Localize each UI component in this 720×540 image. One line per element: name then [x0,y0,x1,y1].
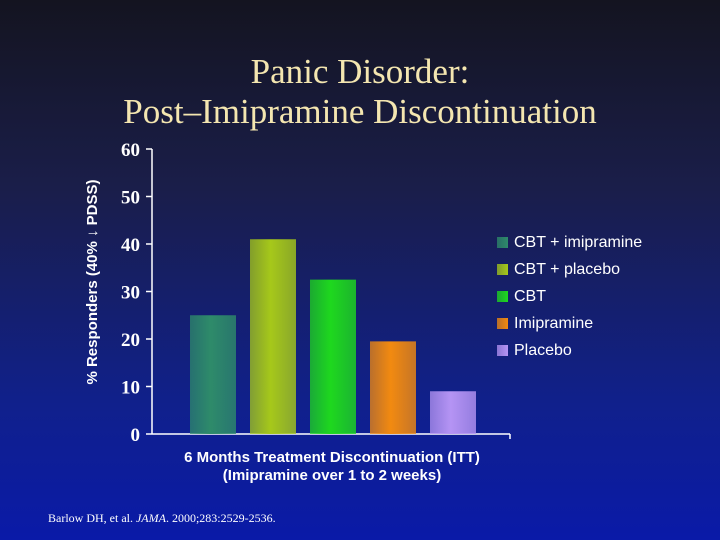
legend-item: CBT + placebo [497,256,642,283]
legend-item: Imipramine [497,310,642,337]
y-tick-label: 50 [121,188,140,209]
chart-axes: 0 10 20 30 40 50 60 [121,140,511,446]
y-tick-label: 20 [121,330,140,351]
legend-swatch [497,237,508,248]
y-tick-label: 30 [121,283,140,304]
y-tick-label: 60 [121,140,140,161]
title-line-2: Post–Imipramine Discontinuation [123,92,597,131]
legend-label: CBT [514,287,546,305]
legend-label: Placebo [514,341,572,359]
title-line-1: Panic Disorder: [250,52,470,91]
bar-cbt-placebo [250,239,296,434]
citation: Barlow DH, et al. JAMA. 2000;283:2529-25… [48,511,276,526]
bar-imipramine [370,341,416,434]
y-tick-label: 10 [121,378,140,399]
x-axis-label-line-1: 6 Months Treatment Discontinuation (ITT) [184,449,480,466]
y-tick-label: 0 [131,425,141,446]
legend-label: CBT + imipramine [514,233,643,251]
chart-bars [190,239,476,434]
legend-item: CBT [497,283,642,310]
legend-label: Imipramine [514,314,594,332]
legend-label: CBT + placebo [514,260,620,278]
citation-journal: JAMA [135,511,166,525]
slide-title: Panic Disorder: Post–Imipramine Disconti… [0,52,720,132]
x-axis-label-line-2: (Imipramine over 1 to 2 weeks) [222,467,442,484]
citation-authors: Barlow DH, et al. [48,511,136,525]
citation-details: . 2000;283:2529-2536. [165,511,276,525]
chart-legend: CBT + imipramine CBT + placebo CBT Imiprami… [497,229,642,364]
legend-swatch [497,291,508,302]
x-axis-label: 6 Months Treatment Discontinuation (ITT)… [150,449,514,485]
bar-placebo [430,391,476,434]
legend-swatch [497,264,508,275]
legend-swatch [497,318,508,329]
bar-cbt-imipramine [190,315,236,434]
y-tick-label: 40 [121,235,140,256]
legend-item: CBT + imipramine [497,229,642,256]
y-axis-label: % Responders (40% ↓ PDSS) [84,179,101,384]
legend-swatch [497,345,508,356]
bar-cbt [310,279,356,434]
legend-item: Placebo [497,337,642,364]
